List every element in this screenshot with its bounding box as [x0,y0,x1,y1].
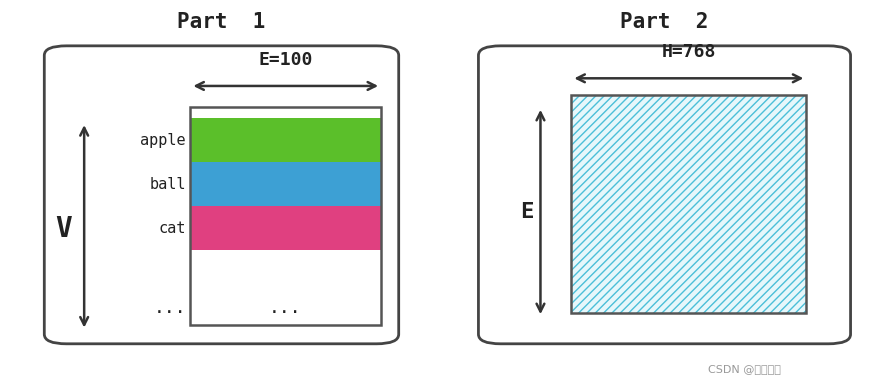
Text: V: V [56,215,72,243]
Text: E: E [520,202,534,222]
Text: apple: apple [141,133,186,148]
Bar [190,118,381,162]
Text: ball: ball [150,177,186,192]
Text: ...: ... [153,298,186,317]
Text: Part  1: Part 1 [177,13,266,32]
Bar [571,96,806,313]
Bar [190,162,381,206]
Bar [190,107,381,325]
Bar [190,107,381,325]
Text: ...: ... [269,298,301,317]
FancyBboxPatch shape [478,46,851,344]
FancyBboxPatch shape [44,46,399,344]
Text: E=100: E=100 [258,51,313,69]
Text: H=768: H=768 [662,43,717,61]
Bar [571,96,806,313]
Bar [190,206,381,250]
Text: CSDN @镰刀韭菜: CSDN @镰刀韭菜 [708,364,781,374]
Bar [190,162,381,206]
Bar [571,96,806,313]
Text: Part  2: Part 2 [620,13,709,32]
Bar [190,118,381,162]
Text: cat: cat [159,221,186,236]
Bar [190,206,381,250]
